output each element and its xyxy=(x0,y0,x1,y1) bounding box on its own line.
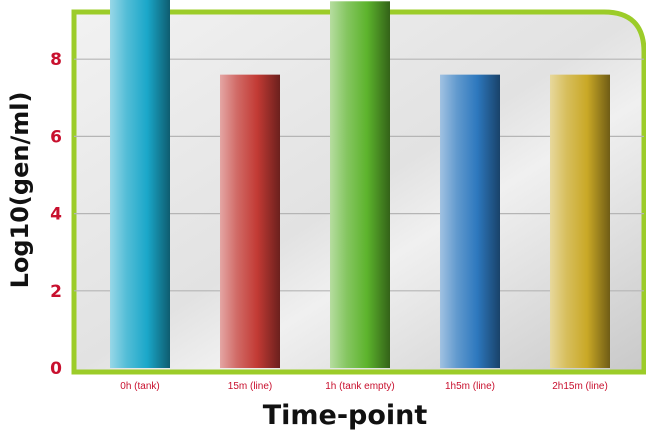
y-tick-label: 2 xyxy=(50,282,62,302)
x-tick-label: 0h (tank) xyxy=(120,381,159,392)
x-tick-label: 15m (line) xyxy=(228,381,272,392)
bar-3 xyxy=(330,1,390,369)
y-axis-label: Log10(gen/ml) xyxy=(6,92,34,289)
bar-2 xyxy=(220,74,280,368)
bar-5 xyxy=(550,74,610,368)
y-tick-label: 8 xyxy=(50,50,62,70)
bars xyxy=(110,0,610,369)
bar-1 xyxy=(110,0,170,368)
y-tick-label: 4 xyxy=(50,205,62,225)
y-tick-label: 0 xyxy=(50,359,62,379)
x-axis-label: Time-point xyxy=(263,400,428,431)
y-tick-label: 6 xyxy=(50,127,62,147)
x-tick-label: 1h (tank empty) xyxy=(325,381,394,392)
x-tick-label: 2h15m (line) xyxy=(552,381,608,392)
x-tick-label: 1h5m (line) xyxy=(445,381,495,392)
bar-4 xyxy=(440,74,500,368)
y-tick-labels: 0246810 xyxy=(50,50,62,379)
x-tick-labels: 0h (tank) 15m (line) 1h (tank empty) 1h5m (… xyxy=(120,381,608,392)
